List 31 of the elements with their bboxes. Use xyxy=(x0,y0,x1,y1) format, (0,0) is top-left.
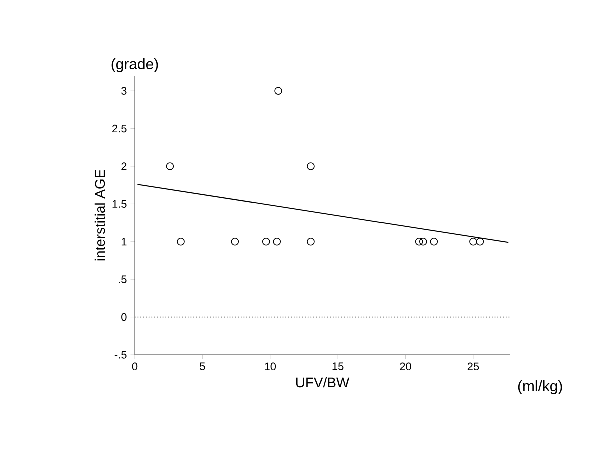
y-tick-label: 1.5 xyxy=(112,200,127,208)
x-tick-label: 0 xyxy=(132,362,138,371)
x-tick-label: 10 xyxy=(265,362,276,371)
point xyxy=(307,162,315,170)
y-tick-label: .5 xyxy=(119,276,127,284)
point xyxy=(166,162,174,170)
x-tick-label: 20 xyxy=(400,362,412,371)
point xyxy=(273,238,282,246)
y-tick-label: 0 xyxy=(122,313,127,322)
point xyxy=(177,238,185,246)
y-tick-label: 2 xyxy=(122,162,127,170)
y-tick-label: 3 xyxy=(122,87,127,95)
point xyxy=(470,238,478,246)
x-tick-label: 5 xyxy=(200,362,206,370)
y-tick-label: 1 xyxy=(122,238,127,246)
y-axis-title: interstitial AGE xyxy=(94,170,106,261)
text: (grade) xyxy=(112,58,158,72)
point xyxy=(476,238,484,246)
point xyxy=(430,238,438,246)
x-tick-label: 25 xyxy=(468,362,480,371)
x-axis-title: UFV/BW xyxy=(296,377,350,388)
y-tick-label: -.5 xyxy=(114,351,127,359)
point xyxy=(231,238,240,246)
point xyxy=(419,238,428,246)
point xyxy=(274,87,282,95)
point xyxy=(415,238,424,246)
y-tick-label: 2.5 xyxy=(112,124,127,133)
text: (ml/kg) xyxy=(518,380,562,394)
x-tick-label: 15 xyxy=(332,362,344,370)
point xyxy=(262,238,270,246)
point xyxy=(307,238,315,246)
